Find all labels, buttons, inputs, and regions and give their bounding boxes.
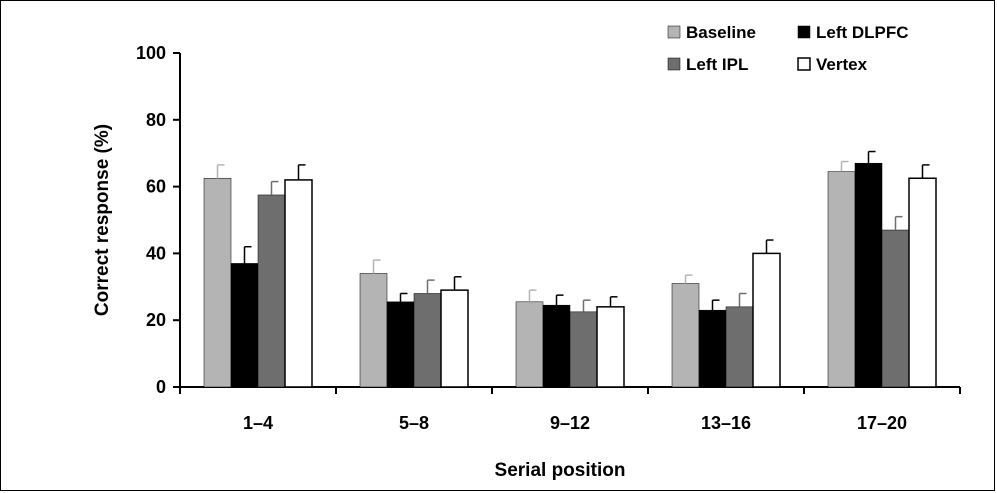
bar <box>542 304 571 388</box>
legend-swatch <box>797 25 811 39</box>
bar <box>413 293 442 388</box>
bar <box>854 162 883 388</box>
bar <box>908 177 937 388</box>
x-ticks: 1–4 5–8 9–12 13–16 17–20 <box>179 387 961 433</box>
legend-label: Left DLPFC <box>816 23 909 42</box>
bar <box>284 179 313 388</box>
bar <box>827 171 856 388</box>
y-tick-label: 80 <box>146 110 166 130</box>
bar <box>257 194 286 388</box>
bars <box>203 150 937 388</box>
legend-label: Left IPL <box>686 55 748 74</box>
x-axis-label: Serial position <box>495 460 626 481</box>
y-tick-label: 60 <box>146 177 166 197</box>
bar <box>359 273 388 388</box>
bar <box>515 301 544 388</box>
y-tick-label: 100 <box>136 43 166 63</box>
x-tick-label: 17–20 <box>857 413 907 433</box>
bar <box>671 283 700 388</box>
legend-label: Baseline <box>686 23 756 42</box>
y-ticks: 0 20 40 60 80 100 <box>136 43 180 397</box>
bar <box>881 229 910 388</box>
y-axis-label: Correct response (%) <box>92 124 113 316</box>
x-tick-label: 9–12 <box>550 413 590 433</box>
bar <box>569 311 598 388</box>
x-tick-label: 5–8 <box>399 413 429 433</box>
bar <box>230 263 259 388</box>
legend: Baseline Left DLPFC Left IPL Vertex <box>667 23 909 74</box>
bar <box>596 306 625 388</box>
bar <box>203 178 232 388</box>
bar <box>752 252 781 388</box>
x-tick-label: 13–16 <box>701 413 751 433</box>
legend-swatch <box>667 57 681 71</box>
legend-swatch <box>797 57 811 71</box>
y-tick-label: 40 <box>146 243 166 263</box>
legend-label: Vertex <box>816 55 868 74</box>
y-tick-label: 20 <box>146 310 166 330</box>
bar <box>440 289 469 388</box>
bar <box>698 309 727 388</box>
x-tick-label: 1–4 <box>243 413 273 433</box>
bar <box>386 301 415 388</box>
y-tick-label: 0 <box>156 377 166 397</box>
legend-swatch <box>667 25 681 39</box>
bar <box>725 306 754 388</box>
